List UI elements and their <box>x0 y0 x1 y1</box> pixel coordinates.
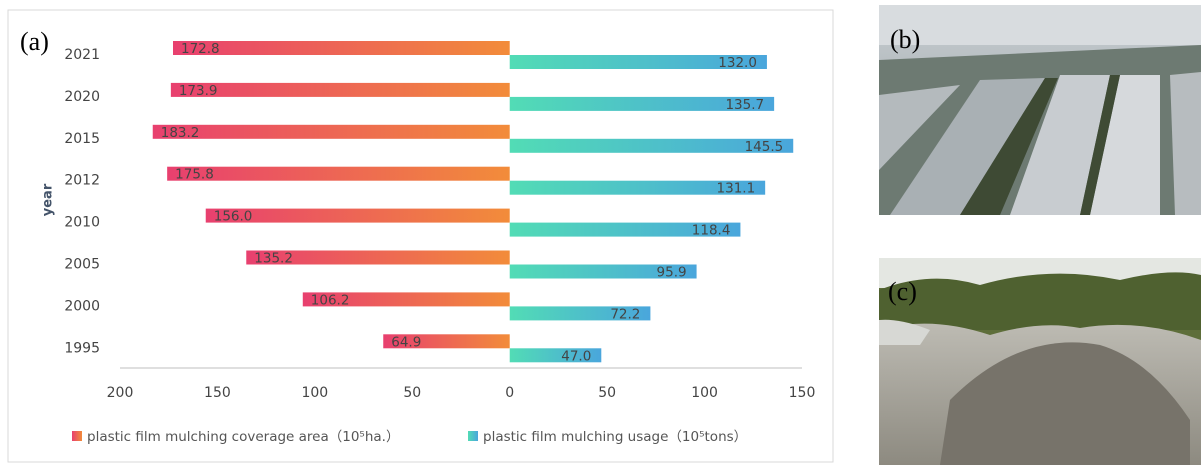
bar <box>509 348 602 363</box>
bar <box>152 124 510 139</box>
bar <box>509 264 697 279</box>
photo-b <box>879 5 1201 215</box>
value-label: 47.0 <box>561 348 591 364</box>
bar <box>509 306 651 321</box>
value-label: 132.0 <box>718 55 757 71</box>
bar <box>170 82 510 97</box>
bar <box>246 250 510 265</box>
value-label: 145.5 <box>745 139 784 155</box>
bar <box>509 180 766 195</box>
x-tick-label: 100 <box>691 385 718 401</box>
value-label: 135.7 <box>725 97 764 113</box>
value-label: 173.9 <box>179 83 218 99</box>
value-label: 64.9 <box>391 334 421 350</box>
value-label: 95.9 <box>657 265 687 281</box>
bar <box>302 292 510 307</box>
x-tick-label: 100 <box>301 385 328 401</box>
value-label: 72.2 <box>610 306 640 322</box>
x-tick-label: 150 <box>204 385 231 401</box>
bar <box>167 166 510 181</box>
y-tick-label: 2015 <box>64 131 100 147</box>
panel-label: (c) <box>888 277 917 306</box>
bar <box>509 55 767 69</box>
legend-swatch <box>468 431 478 441</box>
bar <box>383 334 510 349</box>
photo-c <box>879 258 1201 465</box>
value-label: 156.0 <box>214 209 253 225</box>
bar <box>173 41 510 55</box>
panel-label: (b) <box>890 25 920 54</box>
y-tick-label: 2005 <box>64 257 100 273</box>
y-tick-label: 2010 <box>64 215 100 231</box>
x-tick-label: 200 <box>107 385 134 401</box>
value-label: 183.2 <box>161 125 200 141</box>
legend-label: plastic film mulching usage（10⁵tons） <box>483 429 747 445</box>
y-tick-label: 1995 <box>64 340 100 356</box>
legend-swatch <box>72 431 82 441</box>
bar <box>509 222 741 237</box>
value-label: 131.1 <box>717 181 756 197</box>
y-tick-label: 2020 <box>64 89 100 105</box>
value-label: 175.8 <box>175 167 214 183</box>
panel-label: (a) <box>20 27 49 56</box>
value-label: 106.2 <box>311 292 350 308</box>
y-tick-label: 2000 <box>64 298 100 314</box>
bar <box>509 96 775 111</box>
value-label: 118.4 <box>692 223 731 239</box>
x-tick-label: 50 <box>598 385 616 401</box>
bar <box>509 138 794 153</box>
y-axis-label: year <box>41 183 56 216</box>
x-tick-label: 150 <box>789 385 816 401</box>
x-tick-label: 50 <box>403 385 421 401</box>
legend-label: plastic film mulching coverage area（10⁵h… <box>87 429 399 445</box>
x-tick-label: 0 <box>505 385 514 401</box>
bar <box>205 208 510 223</box>
value-label: 135.2 <box>254 251 293 267</box>
y-tick-label: 2012 <box>64 173 100 189</box>
value-label: 172.8 <box>181 41 220 57</box>
y-tick-label: 2021 <box>64 47 100 63</box>
